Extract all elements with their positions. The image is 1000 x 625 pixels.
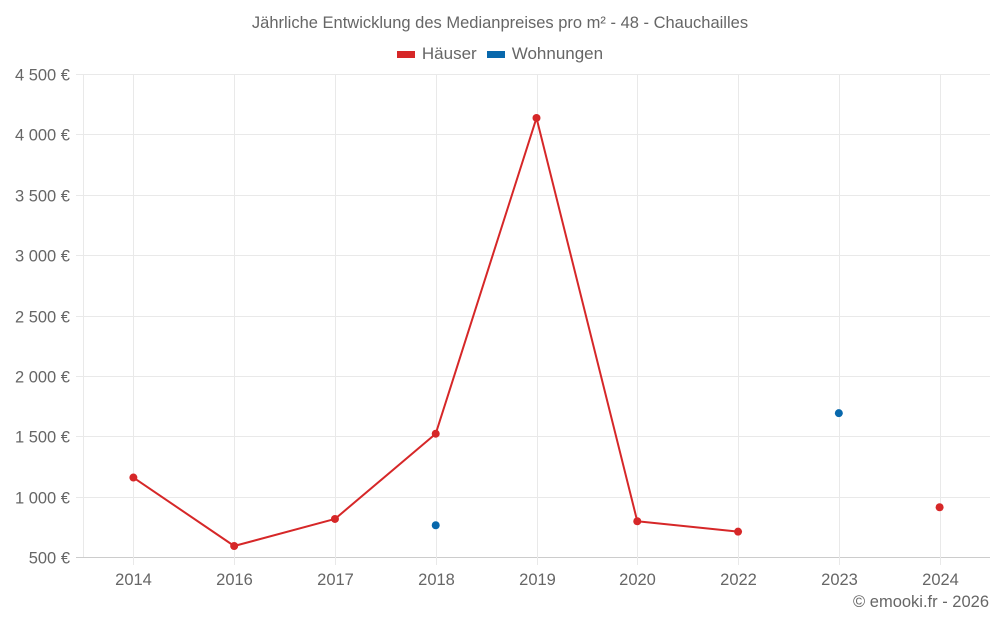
- y-tick-label: 500 €: [29, 550, 70, 568]
- legend-label-wohnungen: Wohnungen: [511, 44, 604, 63]
- x-tick-label: 2018: [418, 571, 455, 589]
- series-häuser: [129, 113, 944, 551]
- y-tick-label: 3 500 €: [15, 188, 70, 206]
- x-tick-label: 2017: [317, 571, 354, 589]
- y-axis: 500 € 1 000 € 1 500 € 2 000 € 2 500 € 3 000 €…: [15, 67, 70, 568]
- gridlines: [76, 74, 990, 565]
- x-tick-label: 2023: [821, 571, 858, 589]
- data-series: [129, 113, 944, 551]
- x-tick-label: 2016: [216, 571, 253, 589]
- legend: Häuser Wohnungen: [0, 44, 1000, 64]
- data-point[interactable]: [935, 503, 944, 512]
- legend-label-haeuser: Häuser: [421, 44, 477, 63]
- x-tick-label: 2024: [922, 571, 959, 589]
- data-point[interactable]: [230, 542, 239, 551]
- x-axis: 2014 2016 2017 2018 2019 2020 2022 2023 2024: [115, 571, 959, 589]
- data-point[interactable]: [532, 113, 541, 122]
- x-tick-label: 2019: [519, 571, 556, 589]
- legend-item-haeuser[interactable]: Häuser: [396, 44, 477, 64]
- y-tick-label: 1 000 €: [15, 490, 70, 508]
- copyright-credit: © emooki.fr - 2026: [853, 593, 989, 611]
- data-point[interactable]: [431, 521, 440, 530]
- legend-item-wohnungen[interactable]: Wohnungen: [486, 44, 604, 64]
- series-line: [132, 116, 739, 548]
- data-point[interactable]: [834, 409, 843, 418]
- y-tick-label: 4 500 €: [15, 67, 70, 85]
- series-wohnungen: [431, 409, 843, 530]
- data-point[interactable]: [330, 514, 339, 523]
- y-tick-label: 1 500 €: [15, 429, 70, 447]
- chart-title: Jährliche Entwicklung des Medianpreises …: [251, 14, 749, 32]
- data-point[interactable]: [633, 517, 642, 526]
- data-point[interactable]: [129, 473, 138, 482]
- x-tick-label: 2022: [720, 571, 757, 589]
- y-tick-label: 4 000 €: [15, 127, 70, 145]
- legend-swatch-haeuser: [396, 50, 415, 58]
- data-point[interactable]: [734, 527, 743, 536]
- x-tick-label: 2014: [115, 571, 152, 589]
- y-tick-label: 3 000 €: [15, 248, 70, 266]
- x-tick-label: 2020: [619, 571, 656, 589]
- y-tick-label: 2 500 €: [15, 309, 70, 327]
- data-point[interactable]: [431, 429, 440, 438]
- y-tick-label: 2 000 €: [15, 369, 70, 387]
- legend-swatch-wohnungen: [486, 50, 505, 58]
